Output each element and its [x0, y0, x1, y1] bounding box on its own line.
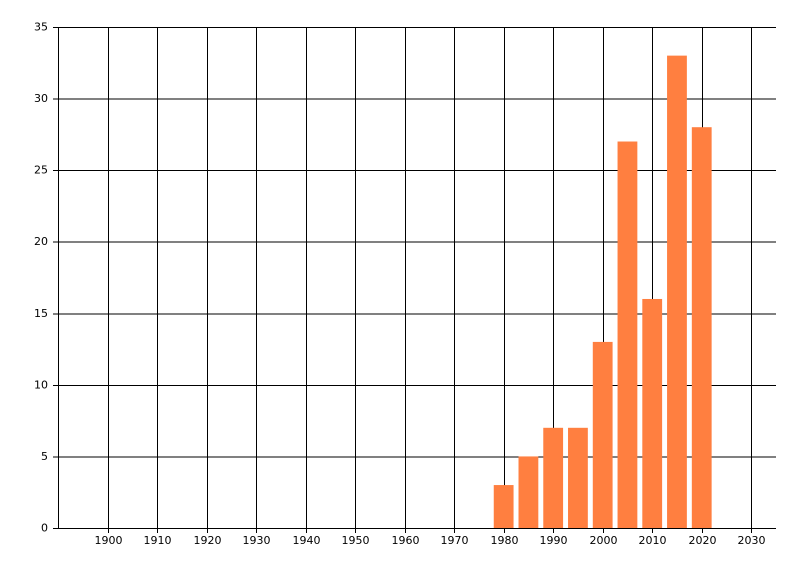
- bar: [568, 427, 588, 528]
- y-tick-label: 15: [34, 307, 48, 320]
- y-tick-label: 35: [34, 21, 48, 34]
- x-tick-label: 1970: [441, 534, 469, 547]
- x-tick-label: 1910: [144, 534, 172, 547]
- x-tick-label: 1940: [293, 534, 321, 547]
- y-tick-label: 0: [41, 522, 48, 535]
- y-tick-label: 5: [41, 450, 48, 463]
- x-tick-label: 1980: [491, 534, 519, 547]
- x-tick-label: 1990: [540, 534, 568, 547]
- bar: [543, 427, 564, 528]
- x-tick-label: 1950: [342, 534, 370, 547]
- x-tick-label: 2020: [689, 534, 717, 547]
- x-tick-label: 2000: [590, 534, 618, 547]
- bar: [642, 298, 663, 528]
- bar: [617, 141, 638, 528]
- bar: [691, 127, 712, 528]
- x-tick-label: 2010: [639, 534, 667, 547]
- x-tick-label: 1900: [95, 534, 123, 547]
- y-tick-label: 20: [34, 235, 48, 248]
- x-tick-label: 2030: [738, 534, 766, 547]
- y-tick-label: 10: [34, 378, 48, 391]
- bar: [518, 456, 539, 528]
- y-tick-label: 25: [34, 164, 48, 177]
- x-tick-label: 1960: [392, 534, 420, 547]
- bar: [667, 55, 687, 528]
- x-tick-label: 1930: [243, 534, 271, 547]
- y-tick-label: 30: [34, 92, 48, 105]
- bar: [592, 341, 613, 528]
- bar: [493, 485, 514, 528]
- x-tick-label: 1920: [194, 534, 222, 547]
